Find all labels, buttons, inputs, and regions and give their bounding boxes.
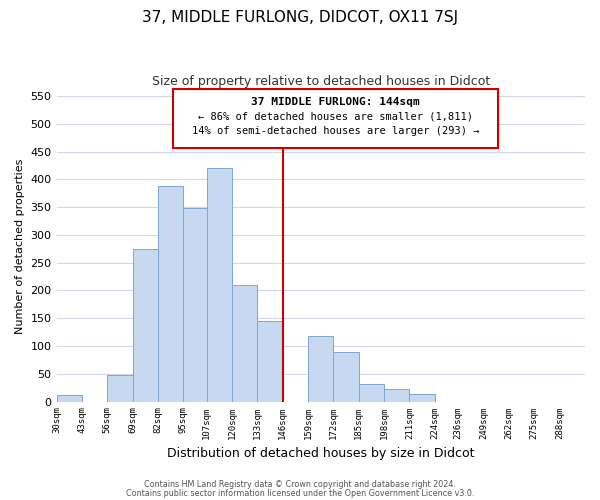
Bar (158, 186, 183, 402)
Bar (56, 396, 82, 402)
Bar (334, 352, 359, 402)
Bar (107, 375, 133, 402)
Text: Contains HM Land Registry data © Crown copyright and database right 2024.: Contains HM Land Registry data © Crown c… (144, 480, 456, 489)
Bar (409, 394, 435, 402)
Bar (308, 336, 334, 402)
Text: ← 86% of detached houses are smaller (1,811): ← 86% of detached houses are smaller (1,… (198, 112, 473, 122)
Bar (257, 321, 283, 402)
Y-axis label: Number of detached properties: Number of detached properties (15, 158, 25, 334)
Title: Size of property relative to detached houses in Didcot: Size of property relative to detached ho… (152, 75, 490, 88)
Bar (384, 390, 409, 402)
Text: 37 MIDDLE FURLONG: 144sqm: 37 MIDDLE FURLONG: 144sqm (251, 97, 419, 107)
Bar (206, 168, 232, 402)
Bar (232, 286, 257, 402)
Bar (183, 208, 206, 402)
Text: Contains public sector information licensed under the Open Government Licence v3: Contains public sector information licen… (126, 488, 474, 498)
FancyBboxPatch shape (173, 89, 498, 148)
X-axis label: Distribution of detached houses by size in Didcot: Distribution of detached houses by size … (167, 447, 475, 460)
Text: 37, MIDDLE FURLONG, DIDCOT, OX11 7SJ: 37, MIDDLE FURLONG, DIDCOT, OX11 7SJ (142, 10, 458, 25)
Bar (133, 250, 158, 402)
Bar (359, 384, 384, 402)
Text: 14% of semi-detached houses are larger (293) →: 14% of semi-detached houses are larger (… (191, 126, 479, 136)
